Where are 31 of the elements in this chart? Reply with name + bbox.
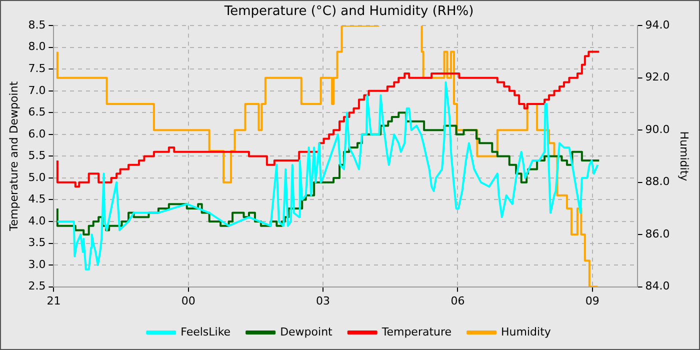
y2-tick-label: 90.0 [645, 122, 670, 136]
y-tick-label: 5.5 [28, 149, 46, 162]
y-tick-label: 8.5 [28, 18, 46, 32]
x-tick-label: 06 [450, 294, 465, 308]
x-tick-label: 09 [585, 294, 600, 308]
y-tick-label: 6.5 [28, 106, 46, 119]
legend-label: Temperature [380, 325, 452, 338]
legend-label: Humidity [501, 325, 552, 338]
x-tick-label: 21 [46, 294, 61, 308]
y-tick-label: 4.5 [28, 192, 46, 206]
y2-tick-label: 84.0 [645, 280, 670, 293]
y2-tick-label: 88.0 [645, 175, 670, 188]
legend-label: Dewpoint [280, 325, 334, 338]
y-tick-label: 7.0 [28, 84, 46, 97]
y-tick-label: 2.5 [28, 280, 46, 293]
y-tick-label: 8.0 [28, 40, 46, 54]
chart-title: Temperature (°C) and Humidity (RH%) [223, 4, 474, 20]
y-tick-label: 3.5 [28, 236, 46, 250]
x-tick-label: 00 [181, 294, 196, 308]
y2-axis-title: Humidity [678, 131, 691, 182]
y2-tick-label: 94.0 [645, 18, 670, 32]
legend-label: FeelsLike [180, 325, 231, 338]
y2-tick-label: 92.0 [645, 70, 670, 84]
y-tick-label: 3.0 [28, 258, 46, 271]
y-tick-label: 4.0 [28, 214, 46, 228]
y2-tick-label: 86.0 [645, 227, 670, 240]
y-tick-label: 7.5 [28, 62, 46, 75]
x-tick-label: 03 [316, 294, 330, 308]
y-tick-label: 6.0 [28, 127, 46, 140]
y-axis-title: Temperature and Dewpoint [7, 80, 20, 232]
y-tick-label: 5.0 [28, 170, 46, 184]
